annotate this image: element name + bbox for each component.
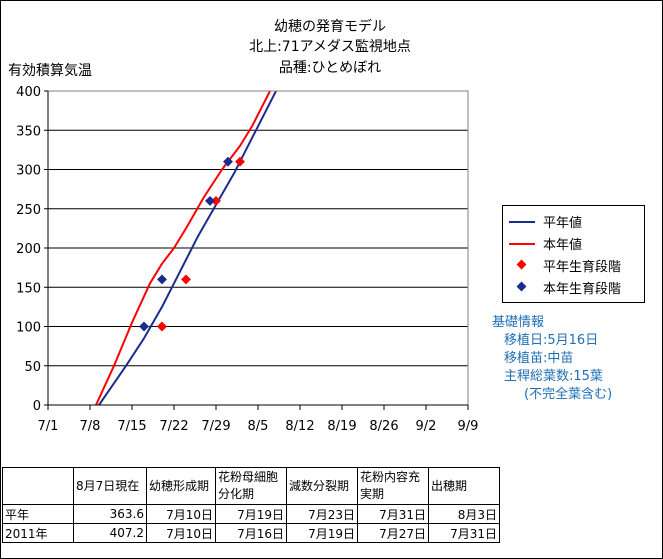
table-header-row: 8月7日現在 幼穂形成期 花粉母細胞分化期 減数分裂期 花粉内容充実期 出穂期 [2,467,500,505]
series-marker-2 [157,321,167,332]
legend-marker-normal-stage [516,259,527,270]
table-cell: 7月31日 [357,504,429,524]
x-tick-label: 9/2 [416,419,437,434]
y-tick-label: 300 [16,164,41,179]
y-tick-label: 50 [24,360,41,375]
x-tick-label: 8/26 [369,419,398,434]
table-row-label: 平年 [2,504,74,524]
chart-svg: 0 50 100 150 200 250 300 350 400 7/1 7/8 7/15 7/22 7… [16,85,479,434]
legend-item-normal-line: 平年値 [509,212,583,231]
legend-item-current-line: 本年値 [509,234,583,253]
x-tick-label: 9/9 [458,419,479,434]
table-cell: 407.2 [73,523,147,543]
table-cell: 7月16日 [215,523,287,543]
legend-label: 本年生育段階 [543,281,622,297]
legend-marker-current-stage [516,281,527,292]
legend-swatch-normal [509,221,535,223]
table-cell: 7月27日 [357,523,429,543]
table-cell: 7月23日 [286,504,358,524]
info-transplant-date: 移植日:5月16日 [504,333,599,348]
table-cell: 7月19日 [215,504,287,524]
series-marker-3 [223,156,233,167]
info-leaf-count: 主稈総葉数:15葉 [504,369,603,384]
table-cell: 7月10日 [146,523,216,543]
basic-info: 基礎情報 移植日:5月16日 移植苗:中苗 主稈総葉数:15葉 (不完全葉含む) [492,314,612,404]
y-tick-label: 250 [16,203,41,218]
y-tick-label: 0 [33,399,41,414]
x-tick-label: 8/12 [285,419,314,434]
table-cell: 7月31日 [428,523,500,543]
x-tick-label: 7/8 [80,419,101,434]
x-tick-label: 7/15 [117,419,146,434]
table-header-cell: 減数分裂期 [286,467,358,505]
chart-title: 幼穂の発育モデル [274,19,386,35]
x-tick-label: 7/22 [159,419,188,434]
table-cell: 363.6 [73,504,147,524]
series-line-0 [98,91,277,405]
series-marker-3 [205,195,215,206]
y-tick-label: 400 [16,85,41,100]
x-tick-label: 8/19 [327,419,356,434]
x-tick-label: 8/5 [248,419,269,434]
series-marker-2 [211,195,221,206]
series-marker-2 [235,156,245,167]
legend-label: 本年値 [543,237,583,253]
info-heading: 基礎情報 [492,315,545,330]
series-line-1 [95,91,271,405]
x-tick-label: 7/29 [201,419,230,434]
table-header-cell: 8月7日現在 [73,467,147,505]
series-marker-3 [157,274,167,285]
y-tick-label: 150 [16,281,41,296]
info-leaf-note: (不完全葉含む) [524,387,613,402]
y-tick-label: 200 [16,242,41,257]
series-marker-3 [139,321,149,332]
legend-swatch-current [509,243,535,245]
y-axis-label: 有効積算気温 [8,63,92,79]
table-row: 平年 363.6 7月10日 7月19日 7月23日 7月31日 8月3日 [2,504,500,524]
legend-item-current-stage: 本年生育段階 [509,278,622,297]
table-header-cell: 花粉内容充実期 [357,467,429,505]
y-tick-label: 350 [16,124,41,139]
info-seedling-type: 移植苗:中苗 [504,351,574,366]
y-tick-label: 100 [16,321,41,336]
legend-item-normal-stage: 平年生育段階 [509,256,622,275]
table-header-cell: 出穂期 [428,467,500,505]
summary-table: 8月7日現在 幼穂形成期 花粉母細胞分化期 減数分裂期 花粉内容充実期 出穂期 … [2,467,500,543]
table-header-cell [2,467,74,505]
series-marker-2 [181,274,191,285]
chart-subtitle-location: 北上:71アメダス監視地点 [249,39,411,55]
legend-label: 平年値 [543,215,583,231]
legend: 平年値 本年値 平年生育段階 本年生育段階 [502,205,645,303]
table-row-label: 2011年 [2,523,74,543]
x-tick-label: 7/1 [38,419,59,434]
table-row: 2011年 407.2 7月10日 7月16日 7月19日 7月27日 7月31… [2,523,500,543]
table-cell: 7月19日 [286,523,358,543]
table-header-cell: 花粉母細胞分化期 [215,467,287,505]
legend-label: 平年生育段階 [543,259,622,275]
table-header-cell: 幼穂形成期 [146,467,216,505]
table-cell: 8月3日 [428,504,500,524]
chart-subtitle-variety: 品種:ひとめぼれ [278,60,382,76]
table-cell: 7月10日 [146,504,216,524]
